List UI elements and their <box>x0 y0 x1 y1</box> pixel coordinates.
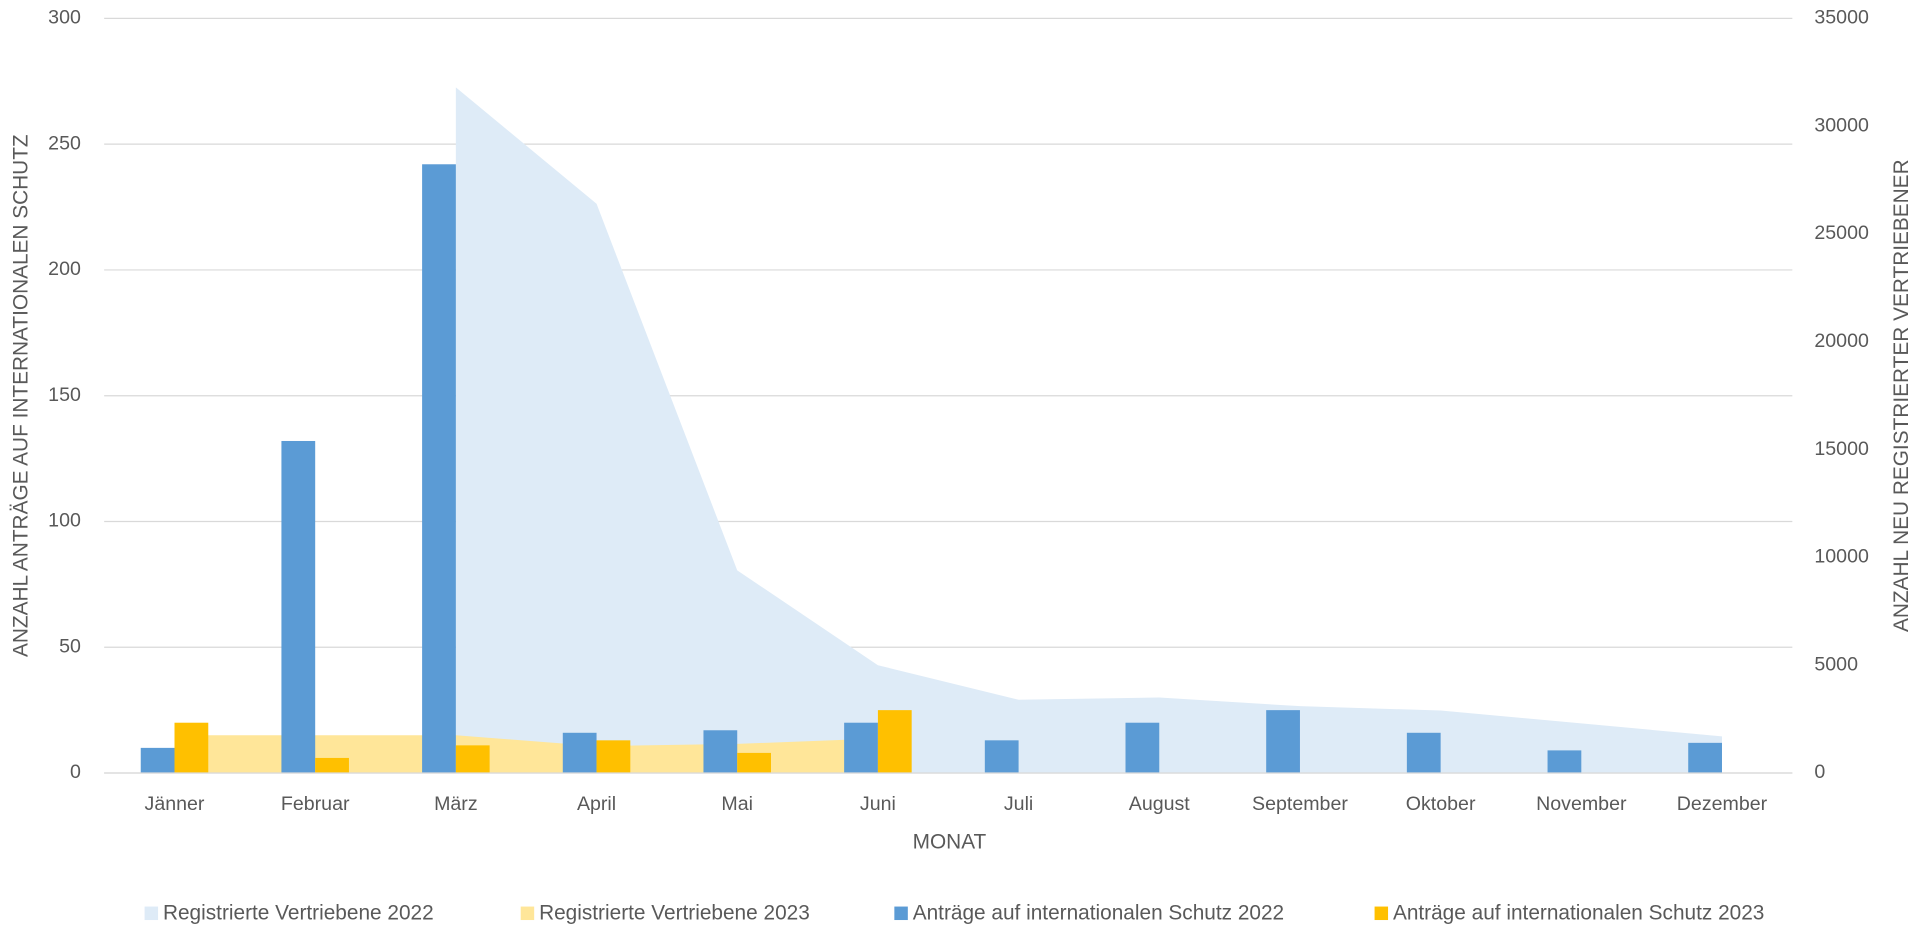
y-tick-label: 250 <box>48 132 81 154</box>
x-tick-label: Juni <box>860 793 896 815</box>
bar <box>140 747 175 774</box>
legend-swatch <box>520 906 535 921</box>
x-tick-label: November <box>1536 793 1627 815</box>
y2-axis-title: ANZAHL NEU REGISTRIERTER VERTRIEBENER <box>1890 159 1913 632</box>
area <box>174 735 878 774</box>
legend-swatch <box>894 906 908 921</box>
x-tick-label: August <box>1129 793 1191 815</box>
bar <box>877 710 912 774</box>
legend-label: Registrierte Vertriebene 2022 <box>163 901 434 924</box>
y2-tick-label: 25000 <box>1814 222 1869 244</box>
y-tick-label: 100 <box>48 510 81 532</box>
bar <box>422 164 456 774</box>
bar <box>1266 710 1300 774</box>
bar <box>315 757 349 774</box>
bar <box>703 730 738 774</box>
x-tick-label: April <box>577 793 616 815</box>
y-tick-label: 50 <box>59 635 81 657</box>
y2-tick-label: 15000 <box>1814 438 1869 460</box>
x-axis-title: MONAT <box>913 830 987 853</box>
bar <box>281 440 316 774</box>
x-tick-label: Jänner <box>145 793 205 815</box>
legend-label: Anträge auf internationalen Schutz 2023 <box>1393 901 1764 924</box>
x-tick-label: Oktober <box>1406 793 1476 815</box>
bar <box>174 722 209 774</box>
y2-tick-label: 35000 <box>1814 7 1869 29</box>
legend-label: Anträge auf internationalen Schutz 2022 <box>913 901 1284 924</box>
x-tick-label: Juli <box>1004 793 1033 815</box>
bar <box>1688 742 1722 774</box>
bar <box>596 740 631 774</box>
legend-label: Registrierte Vertriebene 2023 <box>539 901 810 924</box>
bar <box>1406 732 1441 774</box>
x-tick-label: Februar <box>281 793 350 815</box>
bar <box>1547 750 1582 774</box>
y-tick-label: 300 <box>48 7 81 29</box>
y-tick-label: 200 <box>48 258 81 280</box>
bar <box>984 740 1019 774</box>
x-tick-label: März <box>434 793 478 815</box>
y2-tick-label: 5000 <box>1814 653 1858 675</box>
y-tick-label: 150 <box>48 384 81 406</box>
bar <box>455 745 490 774</box>
legend-swatch <box>1374 906 1389 921</box>
bar <box>844 722 878 774</box>
bar <box>562 732 597 774</box>
x-tick-label: Mai <box>721 793 753 815</box>
bar <box>737 752 771 774</box>
bar <box>1125 722 1160 774</box>
y2-tick-label: 0 <box>1814 761 1825 783</box>
y2-tick-label: 10000 <box>1814 546 1869 568</box>
y-tick-label: 0 <box>70 761 81 783</box>
y2-tick-label: 20000 <box>1814 330 1869 352</box>
x-tick-label: Dezember <box>1677 793 1768 815</box>
legend-swatch <box>144 906 159 921</box>
x-tick-label: September <box>1252 793 1348 815</box>
y2-tick-label: 30000 <box>1814 114 1869 136</box>
area <box>455 87 1722 774</box>
y-axis-title: ANZAHL ANTRÄGE AUF INTERNATIONALEN SCHUT… <box>10 134 33 657</box>
